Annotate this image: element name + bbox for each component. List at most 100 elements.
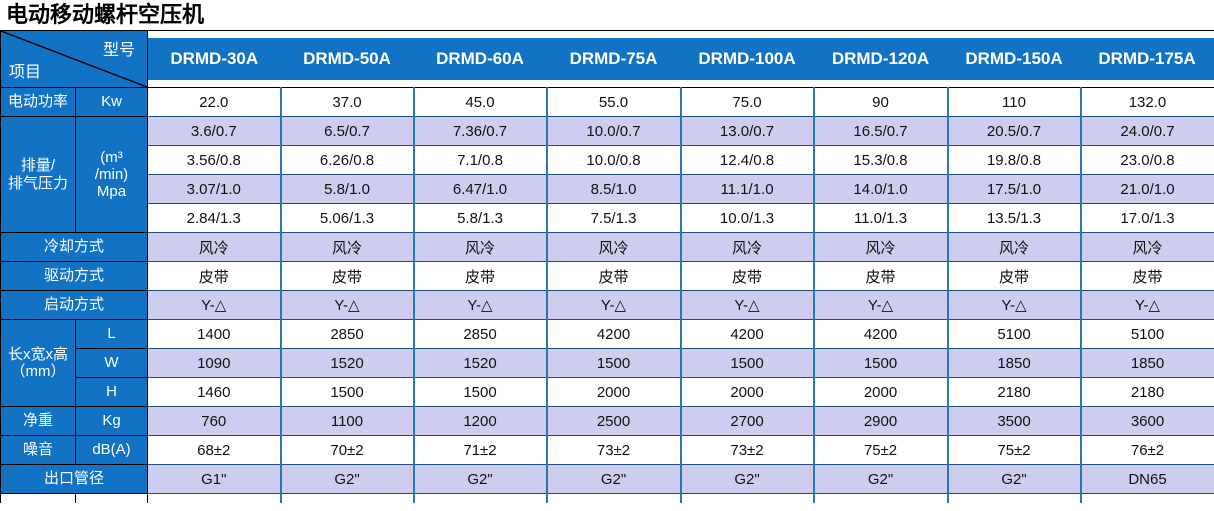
model-header: DRMD-60A bbox=[413, 30, 547, 88]
model-header: DRMD-100A bbox=[680, 30, 814, 88]
unit-label: Kw bbox=[75, 87, 148, 117]
data-cell: 风冷 bbox=[946, 232, 1081, 262]
data-cell: DN65 bbox=[1079, 464, 1214, 494]
data-cell: G2" bbox=[412, 464, 547, 494]
data-cell: 55.0 bbox=[545, 87, 681, 117]
model-header: DRMD-120A bbox=[813, 30, 948, 88]
data-cell: 皮带 bbox=[412, 261, 547, 291]
data-cell: 5100 bbox=[1079, 319, 1214, 349]
data-cell: 2180 bbox=[1079, 377, 1214, 407]
row-noise: 噪音 dB(A) 68±2 70±2 71±2 73±2 73±2 75±2 7… bbox=[0, 435, 1214, 465]
data-cell: 6.5/0.7 bbox=[279, 116, 414, 146]
data-cell: 1100 bbox=[279, 406, 414, 436]
data-cell: 6.26/0.8 bbox=[279, 145, 414, 175]
data-cell: 110 bbox=[946, 87, 1081, 117]
row-dims-w: W 1090 1520 1520 1500 1500 1500 1850 185… bbox=[1, 348, 1214, 378]
data-cell: 17.0/1.3 bbox=[1079, 203, 1214, 233]
data-cell: 19.8/0.8 bbox=[946, 145, 1081, 175]
corner-label-item: 项目 bbox=[9, 64, 42, 81]
row-weight: 净重 Kg 760 1100 1200 2500 2700 2900 3500 … bbox=[0, 406, 1214, 436]
model-header: DRMD-50A bbox=[280, 30, 414, 88]
data-cell: 20.5/0.7 bbox=[946, 116, 1081, 146]
data-cell: 1500 bbox=[812, 348, 948, 378]
unit-label: W bbox=[75, 348, 148, 378]
data-cell: G2" bbox=[946, 464, 1081, 494]
data-cell: Y-△ bbox=[679, 290, 814, 320]
row-label: 长x宽x高 （mm） bbox=[0, 319, 76, 407]
data-cell: 4200 bbox=[812, 319, 948, 349]
data-cell: 7.1/0.8 bbox=[412, 145, 547, 175]
row-label: 排量/ 排气压力 bbox=[0, 116, 76, 233]
row-drive: 驱动方式 皮带 皮带 皮带 皮带 皮带 皮带 皮带 皮带 bbox=[0, 261, 1214, 291]
data-cell: 皮带 bbox=[545, 261, 681, 291]
unit-label: Kg bbox=[75, 406, 148, 436]
data-cell: 6.47/1.0 bbox=[412, 174, 547, 204]
data-cell: 1090 bbox=[147, 348, 281, 378]
data-cell: 风冷 bbox=[545, 232, 681, 262]
empty-cell bbox=[812, 493, 948, 503]
data-cell: 24.0/0.7 bbox=[1079, 116, 1214, 146]
data-cell: 76±2 bbox=[1079, 435, 1214, 465]
data-cell: 75±2 bbox=[946, 435, 1081, 465]
row-dims-l: 长x宽x高 （mm） L 1400 2850 2850 4200 4200 42… bbox=[0, 319, 1214, 407]
model-header: DRMD-150A bbox=[947, 30, 1081, 88]
data-cell: 17.5/1.0 bbox=[946, 174, 1081, 204]
data-cell: 风冷 bbox=[147, 232, 281, 262]
data-cell: 2180 bbox=[946, 377, 1081, 407]
row-cooling: 冷却方式 风冷 风冷 风冷 风冷 风冷 风冷 风冷 风冷 bbox=[0, 232, 1214, 262]
data-cell: 皮带 bbox=[679, 261, 814, 291]
data-cell: 23.0/0.8 bbox=[1079, 145, 1214, 175]
unit-label: dB(A) bbox=[75, 435, 148, 465]
empty-cell bbox=[946, 493, 1081, 503]
data-cell: 22.0 bbox=[147, 87, 281, 117]
data-cell: 2000 bbox=[812, 377, 948, 407]
data-cell: 132.0 bbox=[1079, 87, 1214, 117]
row-displacement-2: 3.56/0.8 6.26/0.8 7.1/0.8 10.0/0.8 12.4/… bbox=[1, 145, 1214, 175]
data-cell: 73±2 bbox=[545, 435, 681, 465]
data-cell: 13.0/0.7 bbox=[679, 116, 814, 146]
data-cell: 5.8/1.0 bbox=[279, 174, 414, 204]
diagonal-line bbox=[1, 31, 147, 87]
data-cell: 1200 bbox=[412, 406, 547, 436]
corner-cell: 型号 项目 bbox=[0, 30, 148, 88]
data-cell: 皮带 bbox=[279, 261, 414, 291]
data-cell: 90 bbox=[812, 87, 948, 117]
empty-cell bbox=[0, 493, 76, 503]
unit-label: (m³ /min) Mpa bbox=[75, 116, 148, 233]
data-cell: 70±2 bbox=[279, 435, 414, 465]
data-cell: 1520 bbox=[279, 348, 414, 378]
data-cell: 3.56/0.8 bbox=[147, 145, 281, 175]
row-dims-h: H 1460 1500 1500 2000 2000 2000 2180 218… bbox=[1, 377, 1214, 407]
empty-cell bbox=[545, 493, 681, 503]
corner-label-model: 型号 bbox=[102, 42, 135, 59]
data-cell: 75.0 bbox=[679, 87, 814, 117]
row-label: 冷却方式 bbox=[0, 232, 148, 262]
data-cell: 7.5/1.3 bbox=[545, 203, 681, 233]
data-cell: 1850 bbox=[1079, 348, 1214, 378]
model-header: DRMD-30A bbox=[147, 30, 281, 88]
empty-row bbox=[0, 493, 1214, 503]
model-header: DRMD-75A bbox=[546, 30, 681, 88]
row-label: 净重 bbox=[0, 406, 76, 436]
unit-label: L bbox=[75, 319, 148, 349]
data-cell: 1500 bbox=[412, 377, 547, 407]
data-cell: 1500 bbox=[545, 348, 681, 378]
row-outlet: 出口管径 G1" G2" G2" G2" G2" G2" G2" DN65 bbox=[0, 464, 1214, 494]
row-label: 驱动方式 bbox=[0, 261, 148, 291]
data-cell: 2000 bbox=[679, 377, 814, 407]
data-cell: 皮带 bbox=[1079, 261, 1214, 291]
data-cell: 12.4/0.8 bbox=[679, 145, 814, 175]
empty-cell bbox=[412, 493, 547, 503]
data-cell: 3.07/1.0 bbox=[147, 174, 281, 204]
data-cell: 7.36/0.7 bbox=[412, 116, 547, 146]
data-cell: G2" bbox=[545, 464, 681, 494]
data-cell: 5100 bbox=[946, 319, 1081, 349]
empty-cell bbox=[679, 493, 814, 503]
data-cell: Y-△ bbox=[812, 290, 948, 320]
data-cell: 760 bbox=[147, 406, 281, 436]
data-cell: 2850 bbox=[412, 319, 547, 349]
data-cell: 15.3/0.8 bbox=[812, 145, 948, 175]
data-cell: 11.0/1.3 bbox=[812, 203, 948, 233]
data-cell: 风冷 bbox=[812, 232, 948, 262]
data-cell: 风冷 bbox=[412, 232, 547, 262]
